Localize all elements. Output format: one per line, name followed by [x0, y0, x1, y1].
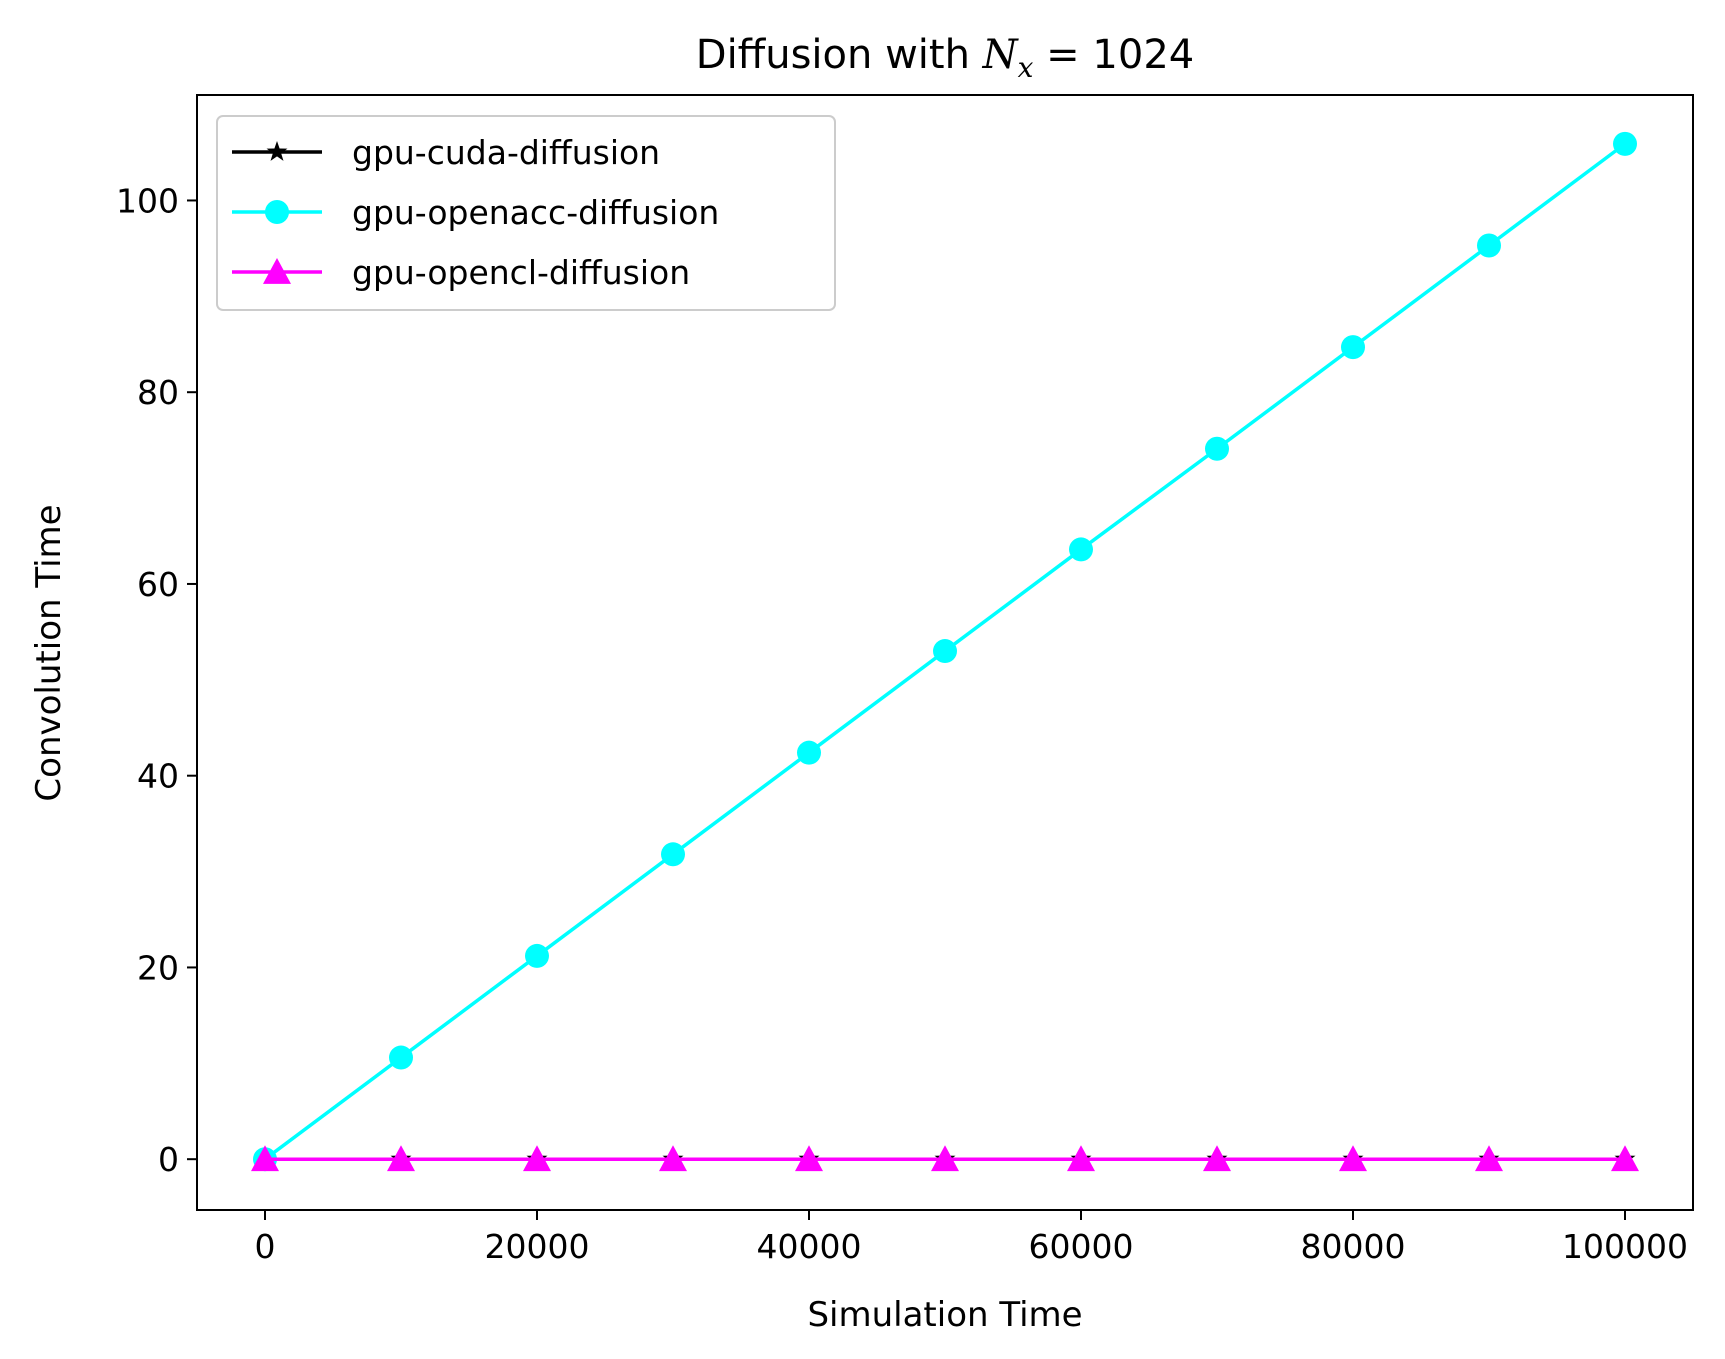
chart-title-prefix: Diffusion with [696, 32, 983, 78]
data-point-opencl [1475, 1145, 1503, 1172]
x-axis-label: Simulation Time [807, 1295, 1082, 1335]
data-point-opencl [387, 1145, 415, 1172]
y-tick-label: 80 [137, 373, 179, 412]
legend-item-opencl: gpu-opencl-diffusion [232, 253, 690, 292]
series-opencl [251, 1145, 1639, 1172]
plot-frame [196, 94, 1694, 1211]
data-point-opencl [795, 1145, 823, 1172]
chart-title-suffix: = 1024 [1033, 32, 1194, 78]
chart-title: Diffusion with Nx = 1024 [696, 32, 1194, 84]
data-point-opencl [251, 1145, 279, 1172]
data-point-openacc [1613, 131, 1637, 156]
data-point-openacc [1341, 335, 1365, 360]
y-tick-label: 60 [137, 565, 179, 604]
data-point-openacc [1477, 233, 1501, 258]
y-axis-ticks: 0 20 40 60 80 100 [116, 181, 197, 1179]
series-openacc [253, 131, 1637, 1172]
chart-title-subscript: x [1018, 51, 1034, 84]
x-tick-label: 20000 [485, 1227, 590, 1266]
legend-label: gpu-openacc-diffusion [352, 193, 719, 232]
data-point-openacc [661, 842, 685, 867]
data-point-opencl [1339, 1145, 1367, 1172]
x-axis-ticks: 0 20000 40000 60000 80000 100000 [255, 1210, 1688, 1266]
data-point-openacc [525, 943, 549, 968]
legend-marker [266, 141, 288, 161]
x-tick-label: 0 [255, 1227, 276, 1266]
data-point-opencl [659, 1145, 687, 1172]
y-tick-label: 20 [137, 948, 179, 987]
legend-item-openacc: gpu-openacc-diffusion [232, 193, 719, 232]
x-tick-label: 60000 [1029, 1227, 1134, 1266]
legend-marker [265, 200, 289, 224]
legend-label: gpu-opencl-diffusion [352, 253, 690, 292]
legend-item-cuda: gpu-cuda-diffusion [232, 133, 660, 172]
data-point-openacc [1069, 537, 1093, 562]
data-point-openacc [389, 1045, 413, 1070]
data-point-opencl [1203, 1145, 1231, 1172]
y-tick-label: 0 [158, 1140, 179, 1179]
plot-area [196, 94, 1694, 1211]
data-point-opencl [523, 1145, 551, 1172]
legend-box [216, 115, 836, 311]
legend-label: gpu-cuda-diffusion [352, 133, 660, 172]
x-tick-label: 80000 [1301, 1227, 1406, 1266]
legend: gpu-cuda-diffusion gpu-openacc-diffusion g… [216, 115, 836, 311]
legend-marker [263, 258, 291, 284]
x-tick-label: 40000 [757, 1227, 862, 1266]
chart-title-symbol: N [982, 32, 1020, 78]
data-point-openacc [1205, 436, 1229, 461]
data-point-openacc [933, 639, 957, 664]
data-point-opencl [1067, 1145, 1095, 1172]
data-point-opencl [931, 1145, 959, 1172]
y-tick-label: 100 [116, 181, 179, 220]
x-tick-label: 100000 [1562, 1227, 1688, 1266]
y-tick-label: 40 [137, 757, 179, 796]
data-point-openacc [797, 740, 821, 765]
data-point-opencl [1611, 1145, 1639, 1172]
y-axis-label: Convolution Time [29, 504, 69, 801]
